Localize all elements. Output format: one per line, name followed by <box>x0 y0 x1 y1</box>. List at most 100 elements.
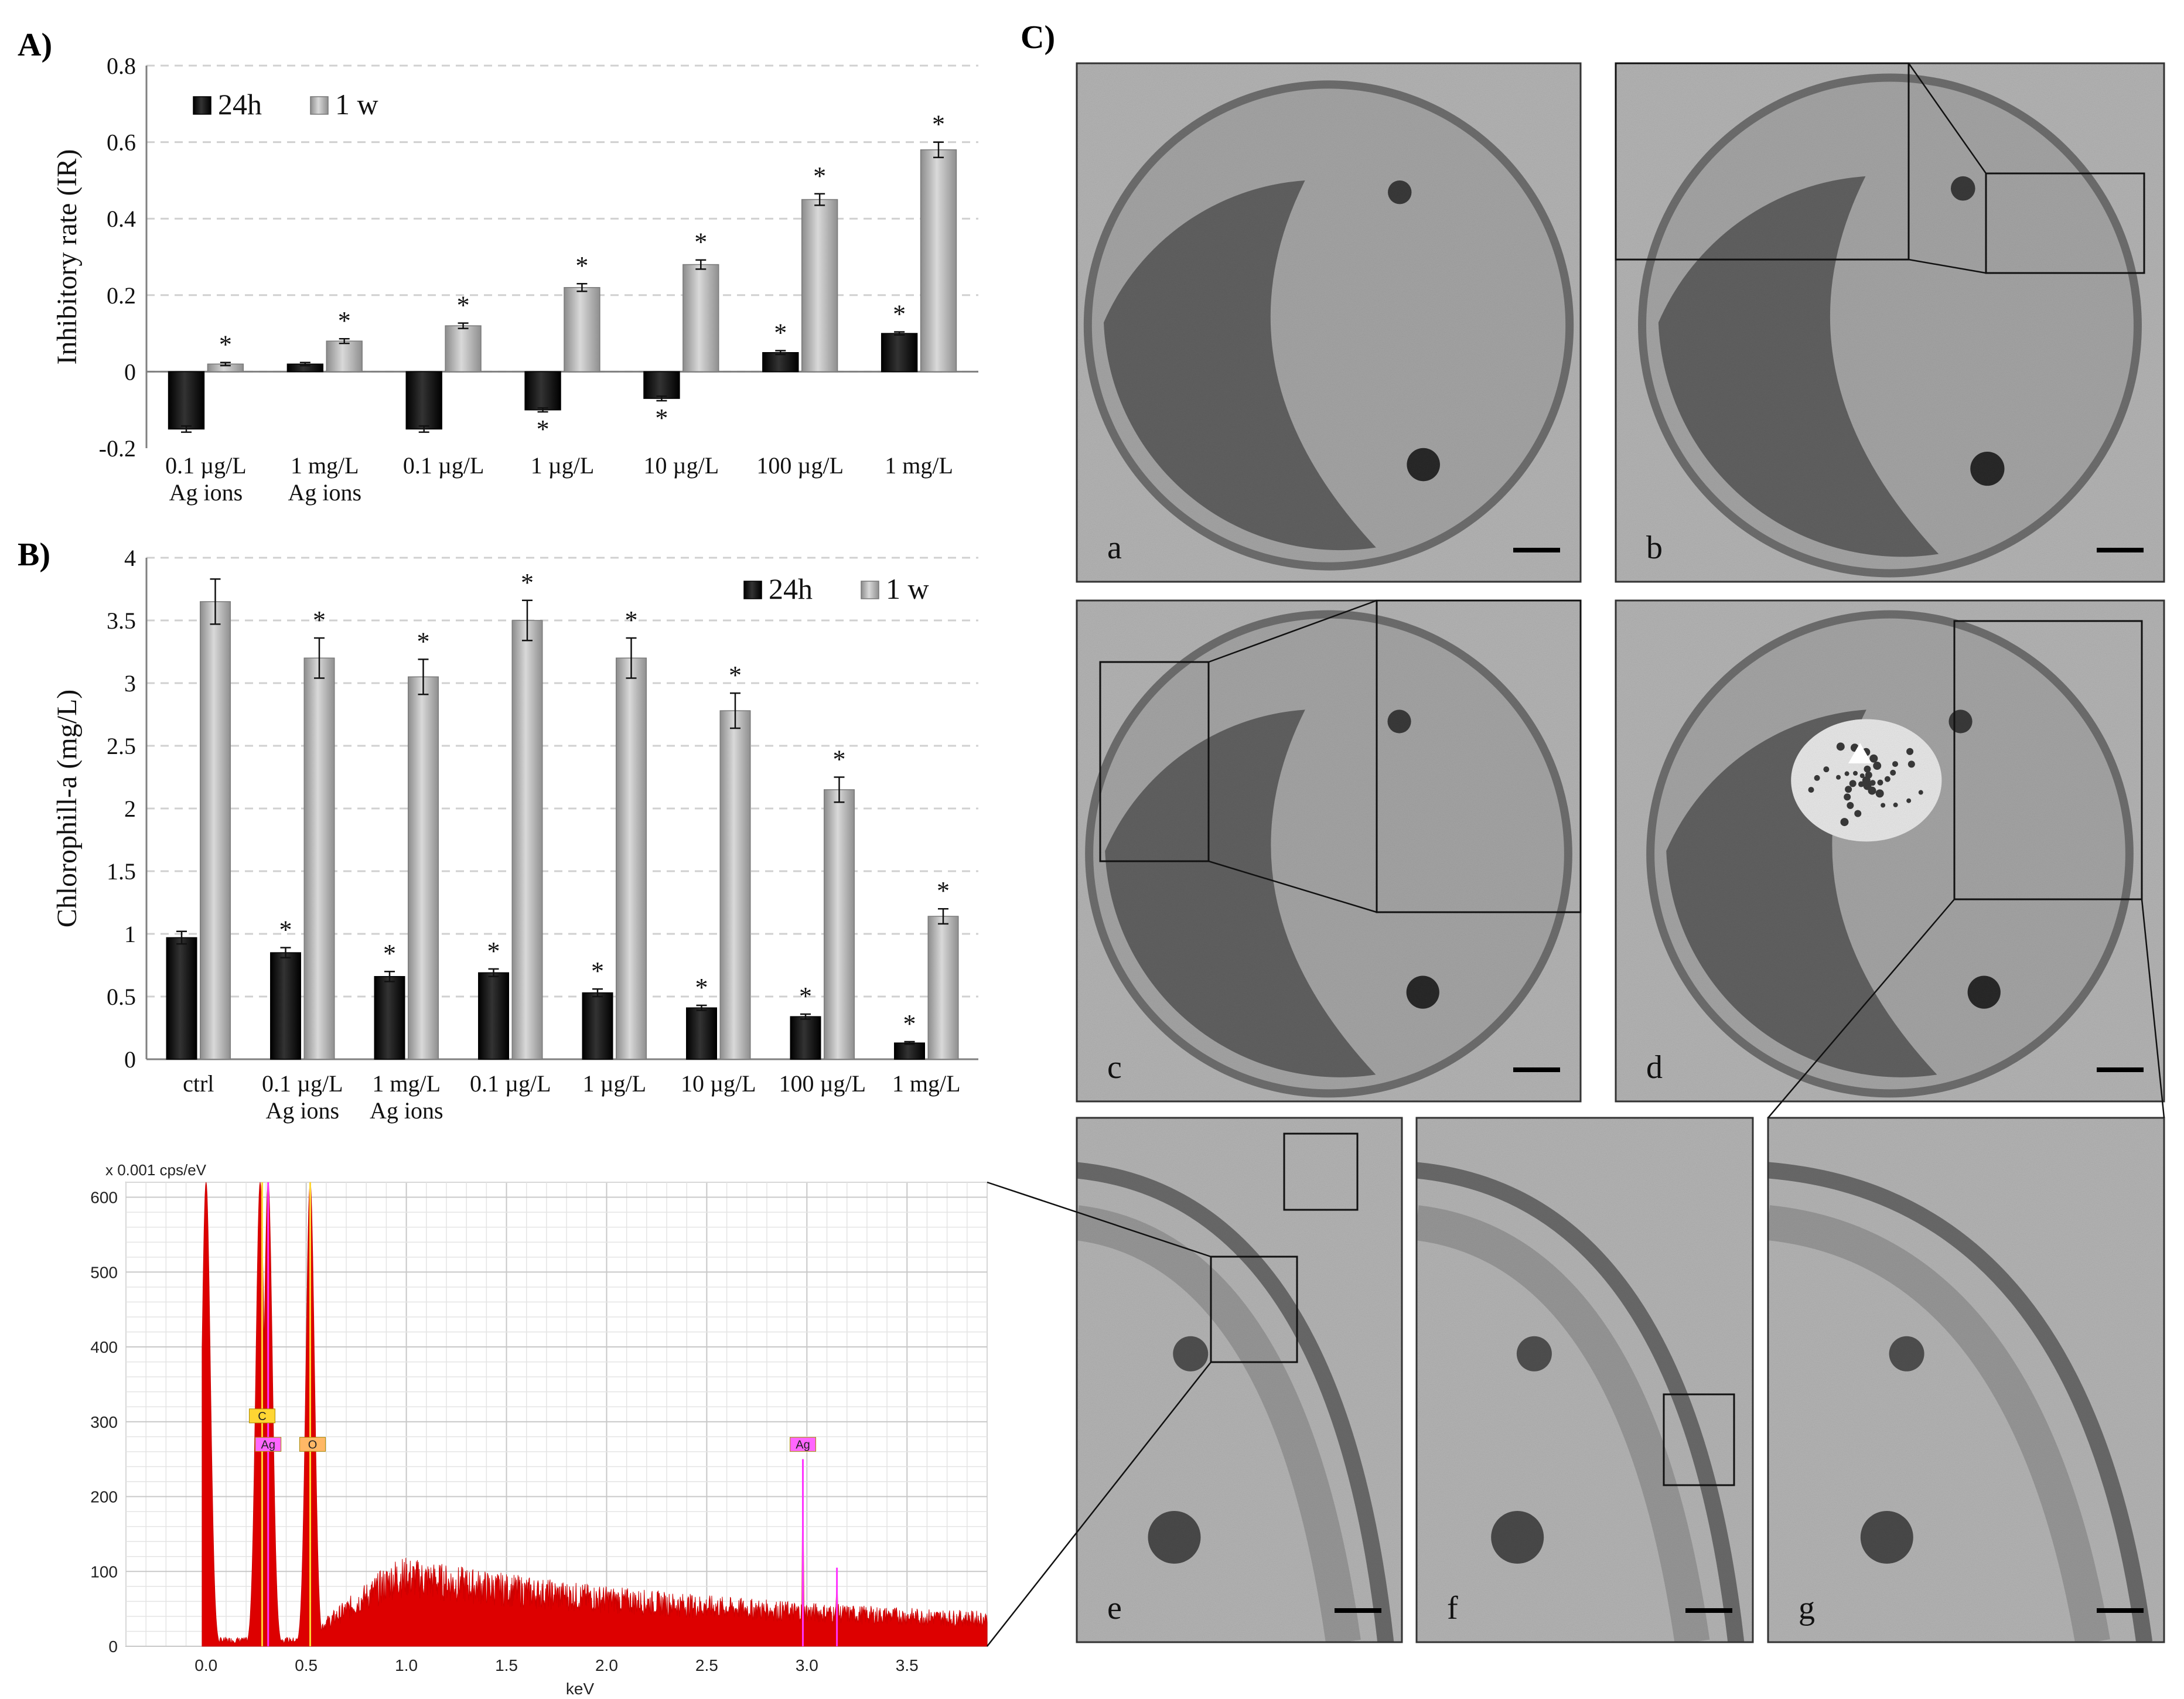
zoom-box <box>1283 1132 1359 1211</box>
category-label: 10 µg/L <box>644 452 719 479</box>
granule <box>1516 1336 1552 1372</box>
micrograph-image <box>1077 601 1581 1101</box>
bar-24h-4 <box>643 371 680 399</box>
nanoparticle <box>1907 760 1915 768</box>
bar-1w-6 <box>824 789 855 1060</box>
category-label: 10 µg/L <box>681 1070 756 1097</box>
y-tick-label: 2.5 <box>107 733 136 759</box>
scale-bar <box>1685 1608 1732 1613</box>
nanoparticle <box>1854 810 1862 817</box>
category-label: Ag ions <box>265 1097 339 1124</box>
bar-24h-0 <box>168 371 205 430</box>
micrograph-letter: c <box>1107 1049 1122 1086</box>
granule <box>1970 451 2005 486</box>
nanoparticle <box>1875 789 1884 798</box>
zoom-line <box>2141 899 2165 1118</box>
y-tick-label: 3 <box>124 670 136 697</box>
category-label: 0.1 µg/L <box>262 1070 343 1097</box>
granule <box>1889 1336 1924 1372</box>
category-label: 1 µg/L <box>582 1070 646 1097</box>
bar-1w-5 <box>801 199 838 373</box>
bar-1w-6 <box>920 149 957 373</box>
x-tick-label: 0.5 <box>295 1656 318 1674</box>
micrograph-g: g <box>1767 1117 2165 1643</box>
significance-marker: * <box>729 661 742 690</box>
category-label: 0.1 µg/L <box>165 452 247 479</box>
nanoparticle <box>1836 742 1845 751</box>
x-tick-label: 0.0 <box>194 1656 217 1674</box>
nanoparticle <box>1853 770 1858 776</box>
panel-label-b: B) <box>18 537 50 573</box>
granule <box>1173 1336 1209 1372</box>
significance-marker: * <box>625 606 637 634</box>
micrograph-frame <box>1076 62 1582 583</box>
significance-marker: * <box>832 745 845 774</box>
y-tick-label: 0.4 <box>107 206 136 232</box>
significance-marker: * <box>932 110 945 139</box>
micrograph-image <box>1768 1118 2164 1642</box>
category-label: 100 µg/L <box>756 452 844 479</box>
significance-marker: * <box>219 330 232 359</box>
category-label: 0.1 µg/L <box>470 1070 551 1097</box>
element-tag <box>248 1408 275 1424</box>
nanoparticle <box>1869 780 1876 786</box>
micrograph-image <box>1417 1118 1753 1642</box>
nanoparticle <box>1858 781 1865 787</box>
significance-marker: * <box>537 415 550 443</box>
bar-24h-5 <box>762 352 799 373</box>
significance-marker: * <box>695 973 708 1002</box>
micrograph-b: b <box>1615 62 2165 583</box>
membrane <box>1417 1205 1710 1642</box>
granule <box>1406 975 1439 1009</box>
nanoparticle <box>1864 777 1869 783</box>
significance-marker: * <box>521 568 534 597</box>
cell-wall <box>1077 1162 1394 1642</box>
significance-marker: * <box>487 937 500 966</box>
granule <box>1387 709 1411 733</box>
significance-marker: * <box>279 916 292 944</box>
y-tick-label: 200 <box>90 1488 118 1506</box>
granule <box>1148 1511 1201 1564</box>
category-label: 1 mg/L <box>892 1070 961 1097</box>
scale-bar <box>1335 1608 1381 1613</box>
bar-1w-2 <box>445 325 482 373</box>
x-tick-label: 2.0 <box>595 1656 618 1674</box>
y-tick-label: 2 <box>124 796 136 822</box>
micrograph-bg <box>1768 1118 2164 1642</box>
legend: 24h 1 w <box>193 88 378 121</box>
category-label: 0.1 µg/L <box>403 452 484 479</box>
scale-bar <box>1513 548 1560 552</box>
bar-24h-5 <box>686 1007 718 1060</box>
nanoparticle <box>1873 762 1882 770</box>
significance-marker: * <box>457 291 470 319</box>
nanoparticle <box>1877 779 1883 786</box>
zoom-box <box>1663 1393 1735 1486</box>
thylakoid-region <box>1666 709 1937 1077</box>
significance-marker: * <box>694 228 707 257</box>
zoom-line <box>1208 860 1377 913</box>
significance-marker: * <box>338 306 351 335</box>
significance-marker: * <box>655 404 668 432</box>
nanoparticle <box>1892 761 1899 767</box>
significance-marker: * <box>799 982 812 1011</box>
nanoparticle <box>1890 769 1896 776</box>
zoom-box <box>1099 661 1210 862</box>
nanoparticle <box>1906 798 1912 803</box>
membrane <box>1077 1205 1361 1642</box>
nanoparticle <box>1859 773 1865 779</box>
nanoparticle <box>1836 775 1841 780</box>
nanoparticle <box>1845 786 1852 793</box>
category-label: 1 µg/L <box>531 452 595 479</box>
micrograph-image <box>1616 601 2164 1101</box>
chart-a: -0.2 0 0.2 0.4 0.6 0.8 Inhibitory rate (IR) * 0.… <box>52 53 978 506</box>
y-tick-label: 0.6 <box>107 129 136 156</box>
zoom-line <box>1208 599 1377 663</box>
bar-1w-7 <box>927 916 959 1060</box>
y-tick-label: 0.5 <box>107 984 136 1010</box>
significance-marker: * <box>591 957 604 985</box>
membrane <box>1768 1205 2110 1642</box>
bar-1w-5 <box>719 710 751 1060</box>
nanoparticle <box>1844 793 1851 801</box>
legend-swatch <box>861 581 879 599</box>
legend-label: 1 w <box>886 572 929 605</box>
